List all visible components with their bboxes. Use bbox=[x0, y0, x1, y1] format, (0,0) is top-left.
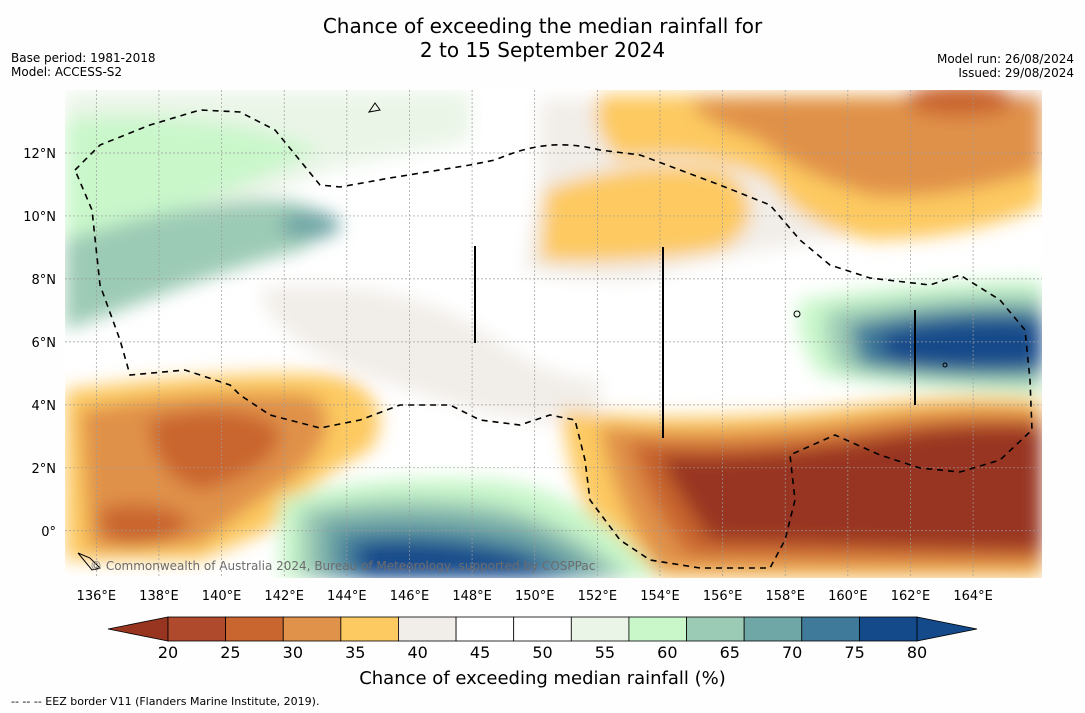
colorbar-bin-3 bbox=[340, 616, 399, 642]
lat-label-1: 10°N bbox=[23, 210, 56, 225]
lon-label-8: 152°E bbox=[578, 589, 618, 604]
zone-darkblue-south bbox=[360, 543, 550, 578]
colorbar-bin-4 bbox=[398, 616, 457, 642]
zone-beige-center bbox=[260, 286, 600, 422]
lon-label-5: 146°E bbox=[390, 589, 430, 604]
lon-label-9: 154°E bbox=[640, 589, 680, 604]
lon-label-14: 164°E bbox=[953, 589, 993, 604]
colorbar-bin-2 bbox=[282, 616, 342, 642]
latitude-labels: 12°N 10°N 8°N 6°N 4°N 2°N 0° bbox=[23, 147, 56, 540]
lon-label-6: 148°E bbox=[452, 589, 492, 604]
colorbar-bin-8 bbox=[628, 616, 687, 642]
island-2 bbox=[77, 552, 101, 571]
colorbar-title: Chance of exceeding median rainfall (%) bbox=[359, 668, 726, 689]
zone-orange-center-north bbox=[540, 166, 750, 262]
zone-red-west bbox=[150, 410, 280, 490]
colorbar-bin-9 bbox=[686, 616, 745, 642]
zone-teal-nw bbox=[65, 200, 325, 330]
lat-label-3: 6°N bbox=[32, 336, 57, 351]
zone-dark-orange-ne bbox=[690, 95, 1042, 197]
colorbar-tick-4: 40 bbox=[407, 643, 427, 662]
lat-label-4: 4°N bbox=[32, 399, 57, 414]
boundary-lines bbox=[474, 246, 916, 438]
islands bbox=[77, 102, 948, 571]
lon-label-12: 160°E bbox=[828, 589, 868, 604]
lat-label-2: 8°N bbox=[32, 273, 57, 288]
lon-label-3: 142°E bbox=[264, 589, 304, 604]
zone-green-nw bbox=[65, 116, 320, 240]
graticule bbox=[65, 90, 1042, 578]
colorbar-bin-1 bbox=[225, 616, 284, 642]
lat-label-0: 12°N bbox=[23, 147, 56, 162]
colorbar-bin-5 bbox=[455, 616, 515, 642]
model-run: Model run: 26/08/2024 bbox=[936, 52, 1074, 66]
lat-label-5: 2°N bbox=[32, 462, 57, 477]
colorbar-bin-0 bbox=[167, 616, 227, 642]
colorbar-tick-labels: 20 25 30 35 40 45 50 55 60 65 70 75 80 bbox=[158, 643, 927, 662]
colorbar bbox=[107, 616, 978, 642]
colorbar-tick-9: 65 bbox=[720, 643, 740, 662]
island-3 bbox=[793, 310, 801, 318]
copyright-notice: © Commonwealth of Australia 2024, Bureau… bbox=[90, 559, 595, 573]
colorbar-tick-2: 30 bbox=[283, 643, 303, 662]
colorbar-low-arrow bbox=[107, 616, 169, 642]
lon-label-0: 136°E bbox=[77, 589, 117, 604]
colorbar-bin-10 bbox=[743, 616, 803, 642]
zone-red-southwest bbox=[98, 504, 190, 547]
colorbar-tick-10: 70 bbox=[782, 643, 802, 662]
colorbar-tick-6: 50 bbox=[532, 643, 552, 662]
lon-label-13: 162°E bbox=[891, 589, 931, 604]
colorbar-bin-6 bbox=[513, 616, 572, 642]
model-name: Model: ACCESS-S2 bbox=[11, 65, 123, 79]
colorbar-tick-5: 45 bbox=[470, 643, 490, 662]
colorbar-bin-12 bbox=[858, 616, 918, 642]
rainfall-field bbox=[65, 90, 1042, 578]
colorbar-bin-11 bbox=[801, 616, 860, 642]
lon-label-4: 144°E bbox=[327, 589, 367, 604]
colorbar-tick-0: 20 bbox=[158, 643, 178, 662]
meta-right: Model run: 26/08/2024 Issued: 29/08/2024 bbox=[937, 52, 1074, 80]
zone-darkblue-east bbox=[880, 320, 1042, 367]
lon-label-7: 150°E bbox=[515, 589, 555, 604]
meta-left: Base period: 1981-2018 Model: ACCESS-S2 bbox=[11, 51, 156, 79]
zone-darkred-se bbox=[660, 425, 1042, 550]
colorbar-high-arrow bbox=[916, 616, 978, 642]
eez-borders bbox=[74, 109, 1033, 569]
zone-dark-teal-nw bbox=[280, 211, 340, 239]
map-plot-area: © Commonwealth of Australia 2024, Bureau… bbox=[65, 90, 1042, 578]
issued-date: Issued: 29/08/2024 bbox=[958, 66, 1074, 80]
lat-label-6: 0° bbox=[41, 525, 56, 540]
island-4 bbox=[942, 362, 948, 368]
colorbar-bin-7 bbox=[570, 616, 630, 642]
longitude-labels: 136°E 138°E 140°E 142°E 144°E 146°E 148°E 150°E… bbox=[77, 589, 993, 604]
title-line-2: 2 to 15 September 2024 bbox=[419, 38, 666, 62]
zone-red-ne bbox=[905, 90, 1015, 116]
eez-legend-footer: -- -- -- EEZ border V11 (Flanders Marine… bbox=[11, 695, 320, 708]
lon-label-11: 158°E bbox=[765, 589, 805, 604]
title-line-1: Chance of exceeding the median rainfall … bbox=[322, 14, 763, 38]
colorbar-tick-12: 80 bbox=[907, 643, 927, 662]
lon-label-10: 156°E bbox=[703, 589, 743, 604]
colorbar-tick-7: 55 bbox=[595, 643, 615, 662]
map-title: Chance of exceeding the median rainfall … bbox=[0, 14, 1085, 62]
eez-border-line bbox=[74, 109, 1033, 569]
base-period: Base period: 1981-2018 bbox=[11, 51, 156, 65]
lon-label-2: 140°E bbox=[202, 589, 242, 604]
island-1 bbox=[367, 102, 381, 113]
colorbar-tick-8: 60 bbox=[657, 643, 677, 662]
colorbar-tick-1: 25 bbox=[220, 643, 240, 662]
colorbar-tick-3: 35 bbox=[345, 643, 365, 662]
colorbar-tick-11: 75 bbox=[844, 643, 864, 662]
lon-label-1: 138°E bbox=[139, 589, 179, 604]
